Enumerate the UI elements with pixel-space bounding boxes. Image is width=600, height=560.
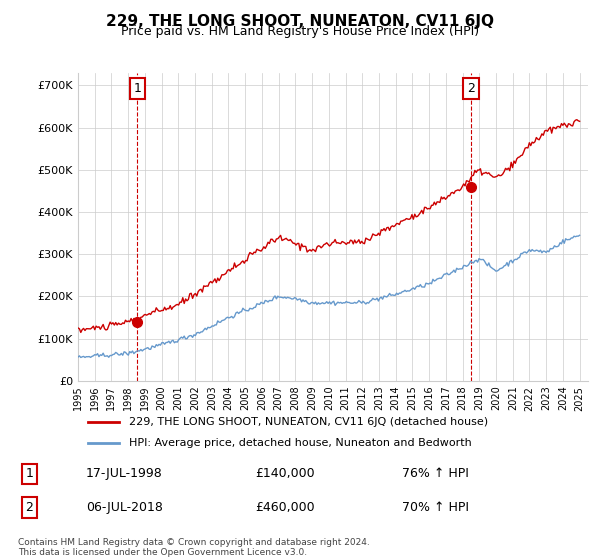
Text: 2: 2: [467, 82, 475, 95]
Text: £460,000: £460,000: [255, 501, 314, 514]
Text: 1: 1: [133, 82, 141, 95]
Text: 229, THE LONG SHOOT, NUNEATON, CV11 6JQ (detached house): 229, THE LONG SHOOT, NUNEATON, CV11 6JQ …: [129, 417, 488, 427]
Text: £140,000: £140,000: [255, 468, 314, 480]
Text: 76% ↑ HPI: 76% ↑ HPI: [401, 468, 469, 480]
Text: 06-JUL-2018: 06-JUL-2018: [86, 501, 163, 514]
Text: HPI: Average price, detached house, Nuneaton and Bedworth: HPI: Average price, detached house, Nune…: [129, 438, 472, 448]
Text: 17-JUL-1998: 17-JUL-1998: [86, 468, 163, 480]
Text: 70% ↑ HPI: 70% ↑ HPI: [401, 501, 469, 514]
Text: Price paid vs. HM Land Registry's House Price Index (HPI): Price paid vs. HM Land Registry's House …: [121, 25, 479, 38]
Text: 1: 1: [25, 468, 33, 480]
Text: Contains HM Land Registry data © Crown copyright and database right 2024.
This d: Contains HM Land Registry data © Crown c…: [18, 538, 370, 557]
Text: 2: 2: [25, 501, 33, 514]
Text: 229, THE LONG SHOOT, NUNEATON, CV11 6JQ: 229, THE LONG SHOOT, NUNEATON, CV11 6JQ: [106, 14, 494, 29]
